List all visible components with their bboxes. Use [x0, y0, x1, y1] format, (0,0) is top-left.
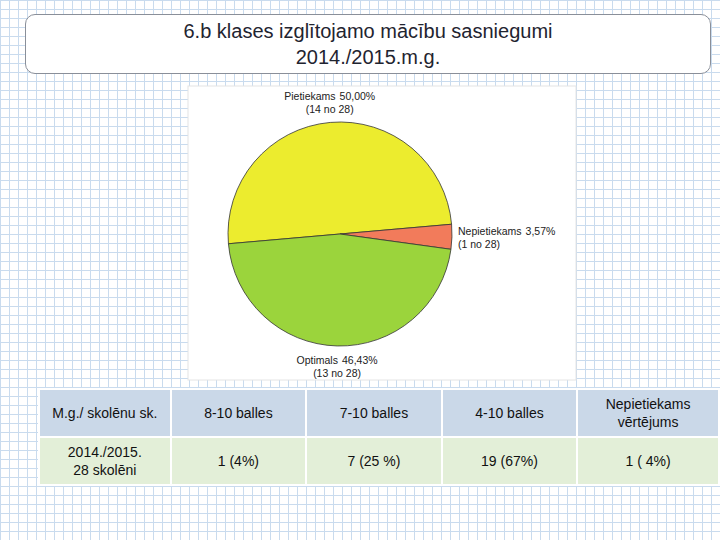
title: 6.b klases izglītojamo mācību sasniegumi… — [183, 18, 552, 70]
label-value: 3,57% — [526, 225, 556, 237]
pie — [228, 122, 452, 346]
label-value: 46,43% — [342, 354, 378, 366]
label-category: Nepietiekams — [458, 225, 522, 237]
label-count: (14 no 28) — [306, 103, 354, 115]
table-cell: 7 (25 %) — [306, 437, 442, 485]
pie-slice — [228, 122, 452, 244]
label-category: Optimals — [297, 354, 338, 366]
chart: Pietiekams 50,00%(14 no 28) Nepietiekams 3,… — [170, 84, 580, 384]
table-cell: 19 (67%) — [442, 437, 578, 485]
label-count: (13 no 28) — [313, 367, 361, 379]
header-cell: 7-10 balles — [306, 389, 442, 437]
table-cell: 1 ( 4%) — [577, 437, 719, 485]
pie-slice — [228, 234, 451, 346]
label-category: Pietiekams — [284, 90, 335, 102]
data-label: Nepietiekams 3,57% — [458, 225, 555, 237]
title-box: 6.b klases izglītojamo mācību sasniegumi… — [25, 14, 711, 74]
header-cell: M.g./ skolēnu sk. — [39, 389, 171, 437]
data-label: Pietiekams 50,00% — [284, 90, 375, 102]
table-cell: 1 (4%) — [171, 437, 307, 485]
table-cell: 2014./2015. 28 skolēni — [39, 437, 171, 485]
header-cell: 4-10 balles — [442, 389, 578, 437]
data-label: Optimals 46,43% — [297, 354, 378, 366]
header-cell: Nepietiekams vērtējums — [577, 389, 719, 437]
table-header-row: M.g./ skolēnu sk.8-10 balles7-10 balles4… — [39, 389, 719, 437]
data-labels: Pietiekams 50,00%(14 no 28) Nepietiekams 3,… — [284, 90, 555, 379]
header-cell: 8-10 balles — [171, 389, 307, 437]
table: M.g./ skolēnu sk.8-10 balles7-10 balles4… — [38, 388, 720, 486]
label-count: (1 no 28) — [458, 238, 500, 250]
label-value: 50,00% — [340, 90, 376, 102]
table-row: 2014./2015. 28 skolēni1 (4%)7 (25 %)19 (… — [39, 437, 719, 485]
chart-panel — [188, 86, 576, 380]
